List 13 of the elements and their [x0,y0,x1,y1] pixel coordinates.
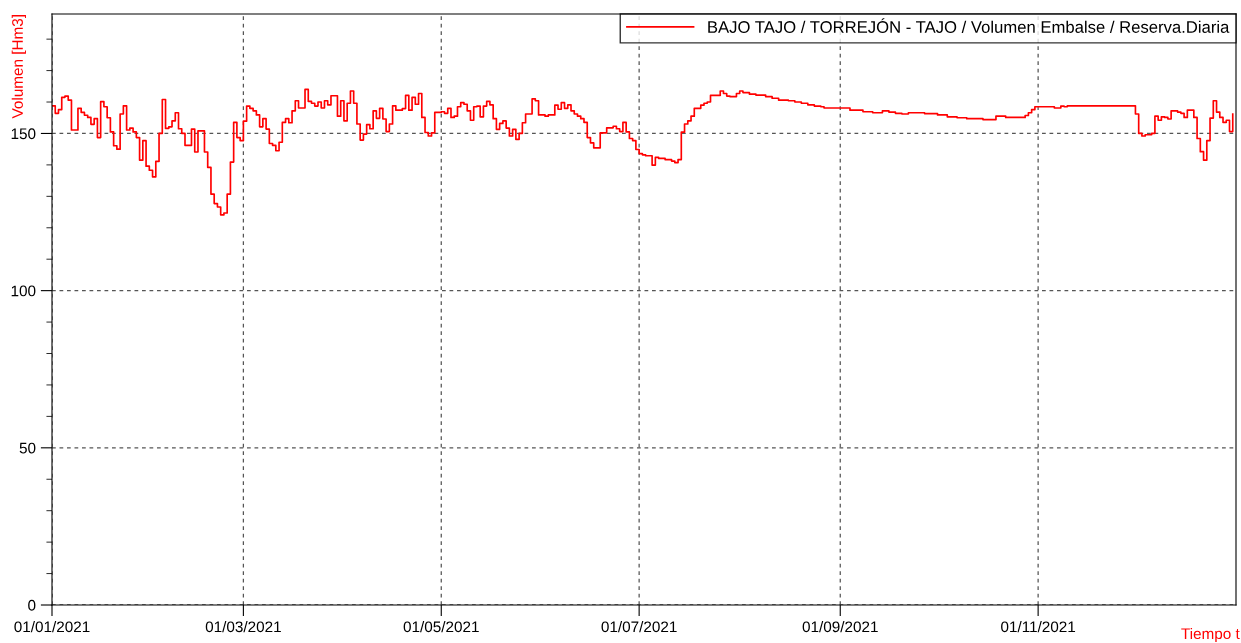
x-tick-label: 01/11/2021 [1001,620,1076,633]
x-tick-label: 01/05/2021 [403,620,479,633]
y-tick-label: 50 [19,442,36,454]
y-tick-label: 0 [28,599,36,611]
x-tick-label: 01/03/2021 [205,620,281,633]
legend-label: BAJO TAJO / TORREJÓN - TAJO / Volumen Embalse / Reserva.Diaria [708,18,1230,33]
y-tick-label: 100 [11,285,36,297]
x-axis-title: Tiempo t [1181,627,1240,643]
y-tick-label: 150 [11,128,36,140]
y-axis-title: Volumen [Hm3] [11,15,26,119]
x-tick-label: 01/07/2021 [601,620,677,633]
x-tick-label: 01/09/2021 [802,620,878,633]
x-tick-label: 01/01/2021 [14,620,90,633]
